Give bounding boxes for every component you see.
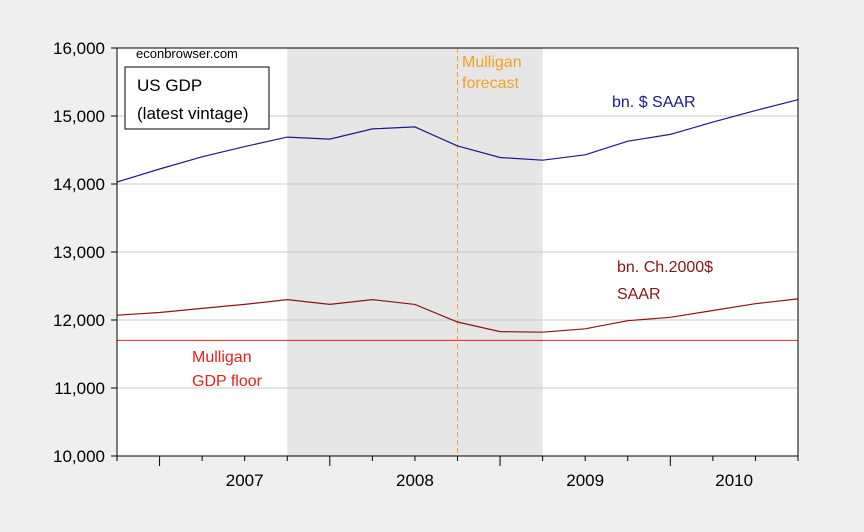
real-series-annotation: bn. Ch.2000$ SAAR	[617, 259, 713, 303]
legend-box-line-2: (latest vintage)	[137, 104, 249, 123]
x-tick-label-2010: 2010	[715, 471, 753, 490]
x-tick-label-2009: 2009	[566, 471, 604, 490]
real-series-label-line-2: SAAR	[617, 286, 661, 303]
y-tick-label-6: 16,000	[53, 39, 105, 58]
floor-label-line-1: Mulligan	[192, 349, 252, 366]
legend-box: US GDP (latest vintage)	[124, 66, 270, 130]
nominal-series-label: bn. $ SAAR	[612, 94, 696, 111]
series-line-nominal-gdp	[116, 99, 799, 183]
forecast-annotation: Mulligan forecast	[462, 54, 522, 92]
y-tick-label-1: 11,000	[54, 379, 105, 398]
series-line-real-gdp	[116, 298, 799, 333]
floor-annotation: Mulligan GDP floor	[192, 349, 263, 390]
source-label: econbrowser.com	[136, 46, 238, 61]
real-series-label-line-1: bn. Ch.2000$	[617, 259, 713, 276]
x-axis: 2007 2008 2009 2010	[116, 456, 799, 490]
y-tick-label-0: 10,000	[53, 447, 105, 466]
y-tick-label-2: 12,000	[53, 311, 105, 330]
y-tick-label-3: 13,000	[53, 243, 105, 262]
nominal-series-annotation: bn. $ SAAR	[612, 94, 696, 111]
floor-label-line-2: GDP floor	[192, 373, 263, 390]
x-tick-label-2008: 2008	[396, 471, 434, 490]
legend-box-frame	[124, 66, 270, 130]
y-axis: 10,000 11,000 12,000 13,000 14,000 15,000 16,0…	[53, 39, 117, 466]
x-tick-label-2007: 2007	[226, 471, 264, 490]
y-tick-label-5: 15,000	[53, 107, 105, 126]
legend-box-line-1: US GDP	[137, 76, 202, 95]
y-tick-label-4: 14,000	[53, 175, 105, 194]
forecast-label-line-2: forecast	[462, 75, 519, 92]
forecast-label-line-1: Mulligan	[462, 54, 522, 71]
